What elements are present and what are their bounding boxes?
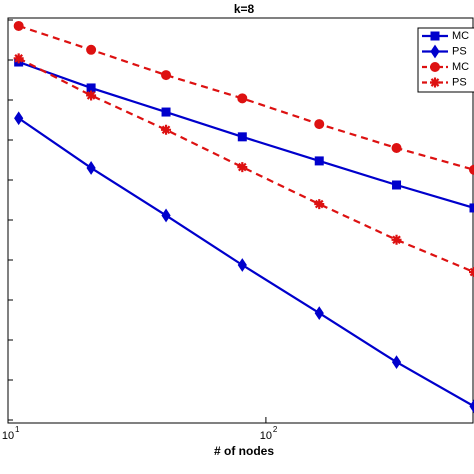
marker [469, 164, 474, 175]
marker [161, 124, 172, 135]
x-axis-label: # of nodes [214, 444, 274, 458]
marker [314, 306, 324, 321]
marker [314, 119, 325, 130]
marker [161, 70, 172, 81]
series-line [18, 117, 474, 408]
plot-frame [7, 17, 474, 424]
legend-label: MC [452, 30, 469, 42]
marker [314, 199, 325, 210]
marker [161, 208, 171, 223]
marker [237, 132, 247, 142]
legend-marker [430, 62, 440, 72]
legend-box [417, 27, 474, 93]
marker [86, 44, 97, 55]
legend-label: MC [452, 61, 469, 73]
marker [14, 111, 24, 126]
marker [86, 90, 97, 101]
marker [469, 203, 474, 213]
marker [391, 234, 402, 245]
marker [469, 399, 474, 414]
x-tick-label: 10 [260, 430, 272, 442]
marker [391, 355, 402, 370]
marker [161, 107, 171, 117]
marker [237, 162, 248, 173]
marker [391, 143, 402, 154]
legend-label: PS [452, 76, 467, 88]
legend-marker [430, 44, 440, 59]
marker [13, 53, 24, 64]
legend-label: PS [452, 45, 467, 57]
marker [237, 258, 247, 272]
legend-marker [430, 31, 440, 41]
marker [314, 156, 324, 166]
marker [237, 93, 248, 104]
marker [13, 20, 24, 31]
marker [86, 161, 96, 175]
x-tick-exponent: 1 [15, 425, 20, 434]
marker [392, 180, 402, 190]
x-tick-label: 10 [2, 430, 14, 442]
marker [469, 267, 474, 278]
chart-title: k=8 [234, 2, 255, 16]
legend-marker [430, 77, 440, 88]
x-tick-exponent: 2 [273, 425, 278, 434]
